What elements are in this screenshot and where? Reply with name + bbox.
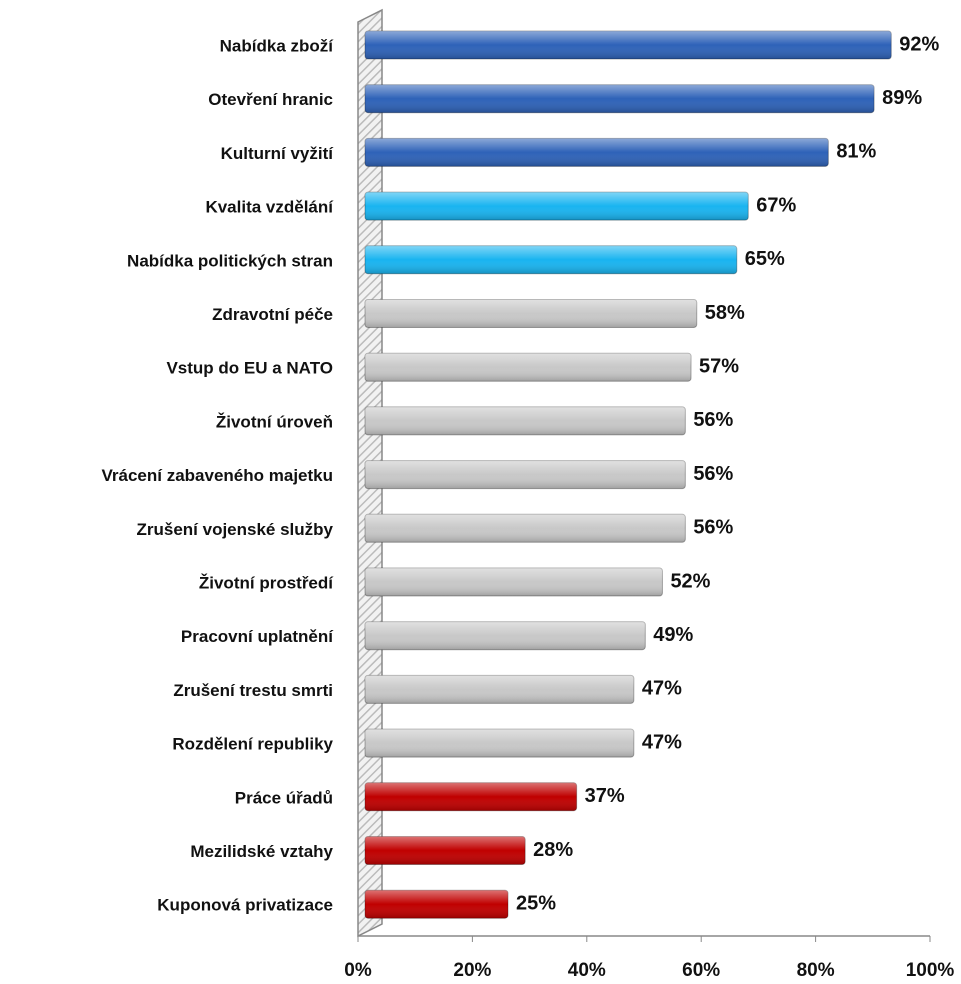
value-label: 89%	[882, 87, 922, 109]
category-label: Rozdělení republiky	[172, 735, 333, 754]
x-tick-label: 80%	[797, 960, 835, 981]
category-label: Zrušení vojenské služby	[136, 520, 333, 539]
bar-shine	[365, 890, 508, 919]
bar-shine	[365, 138, 829, 167]
value-label: 52%	[670, 570, 710, 592]
x-tick-label: 20%	[453, 960, 491, 981]
bar-shine	[365, 460, 686, 489]
category-label: Kvalita vzdělání	[205, 198, 334, 217]
value-label: 47%	[642, 731, 682, 753]
category-label: Životní prostředí	[199, 573, 334, 592]
value-label: 56%	[693, 463, 733, 485]
category-label: Kuponová privatizace	[157, 896, 333, 915]
x-tick-label: 0%	[344, 960, 372, 981]
value-label: 37%	[585, 785, 625, 807]
value-label: 58%	[705, 302, 745, 324]
bar-shine	[365, 84, 875, 113]
category-label: Pracovní uplatnění	[181, 627, 334, 646]
category-label: Nabídka politických stran	[127, 251, 333, 270]
category-label: Práce úřadů	[235, 788, 333, 807]
bar-shine	[365, 299, 697, 328]
bar-shine	[365, 568, 663, 596]
bar-shine	[365, 245, 737, 274]
category-label: Zrušení trestu smrti	[173, 681, 333, 700]
bar-shine	[365, 621, 646, 650]
category-label: Vstup do EU a NATO	[166, 359, 333, 378]
value-label: 56%	[693, 409, 733, 431]
x-tick-label: 40%	[568, 960, 606, 981]
category-label: Životní úroveň	[216, 412, 333, 431]
category-label: Kulturní vyžití	[221, 144, 335, 163]
bar-shine	[365, 353, 692, 382]
value-label: 47%	[642, 678, 682, 700]
category-label: Zdravotní péče	[212, 305, 333, 324]
bar-shine	[365, 836, 526, 865]
bar-shine	[365, 192, 749, 221]
bar-shine	[365, 729, 634, 758]
bar-shine	[365, 406, 686, 435]
category-label: Vrácení zabaveného majetku	[102, 466, 334, 485]
value-label: 28%	[533, 839, 573, 861]
x-tick-label: 60%	[682, 960, 720, 981]
category-label: Otevření hranic	[208, 90, 333, 109]
value-label: 92%	[899, 33, 939, 55]
value-label: 25%	[516, 892, 556, 914]
bar-shine	[365, 514, 686, 543]
value-label: 49%	[653, 624, 693, 646]
value-label: 56%	[693, 517, 733, 539]
bar-shine	[365, 782, 577, 811]
x-tick-label: 100%	[906, 960, 955, 981]
bar-shine	[365, 31, 892, 59]
category-label: Nabídka zboží	[220, 36, 335, 55]
bar-shine	[365, 675, 634, 704]
value-label: 57%	[699, 355, 739, 377]
value-label: 65%	[745, 248, 785, 270]
value-label: 81%	[836, 141, 876, 163]
value-label: 67%	[756, 194, 796, 216]
category-label: Mezilidské vztahy	[190, 842, 333, 861]
